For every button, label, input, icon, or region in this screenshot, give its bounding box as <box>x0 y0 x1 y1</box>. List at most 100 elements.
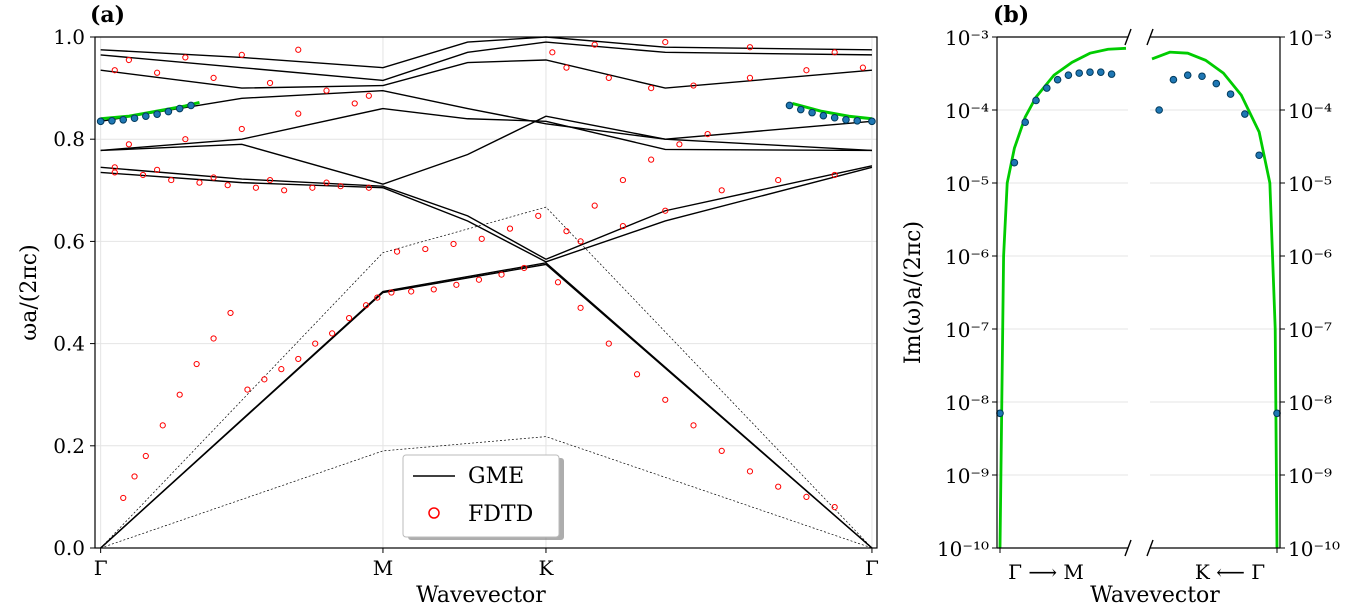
light-line <box>100 206 873 549</box>
mode-fdtd-point <box>819 111 828 120</box>
y-tick-label-left: 10⁻¹⁰ <box>937 537 989 561</box>
axis-break-mark <box>1146 28 1154 46</box>
fdtd-point-left <box>1064 71 1073 79</box>
y-tick-label-right: 10⁻⁴ <box>1288 99 1332 123</box>
fdtd-point <box>182 136 189 143</box>
fdtd-point <box>142 452 149 460</box>
fdtd-point <box>374 294 381 301</box>
mode-fdtd-point <box>808 108 816 117</box>
fdtd-point <box>690 422 697 429</box>
fdtd-point-left <box>1032 96 1040 105</box>
fdtd-point <box>210 74 217 81</box>
fdtd-point <box>266 176 274 184</box>
y-tick-label-right: 10⁻⁶ <box>1288 245 1332 269</box>
fdtd-point <box>252 184 260 191</box>
x-tick-label: M <box>373 556 393 580</box>
fdtd-point-left <box>1107 70 1116 78</box>
y-tick-label-right: 10⁻⁷ <box>1288 318 1332 342</box>
fdtd-point <box>619 222 627 230</box>
fdtd-point <box>345 314 353 322</box>
fdtd-point <box>131 473 138 480</box>
fdtd-point <box>182 54 189 61</box>
y-tick-label: 0.8 <box>53 127 85 151</box>
mode-fdtd-point <box>96 117 105 126</box>
fdtd-point <box>591 202 598 209</box>
axis-break-mark <box>1124 28 1132 46</box>
gme-band <box>100 59 873 89</box>
fdtd-point <box>746 468 754 475</box>
gme-band <box>100 166 873 263</box>
fdtd-point <box>210 335 217 342</box>
fdtd-point <box>554 279 562 286</box>
mode-fdtd-point <box>187 101 195 110</box>
fdtd-point <box>633 371 641 378</box>
y-tick-label-left: 10⁻⁵ <box>945 172 989 196</box>
mode-fdtd-point <box>130 114 139 123</box>
fdtd-point-right <box>1212 79 1221 88</box>
fdtd-point-right <box>1155 106 1163 114</box>
plot-frame <box>94 36 878 549</box>
fdtd-point-left <box>1097 68 1105 76</box>
mode-fdtd-point <box>175 104 184 113</box>
fdtd-point <box>266 79 274 87</box>
fdtd-point <box>498 271 505 278</box>
mode-fdtd-point <box>796 105 805 114</box>
fdtd-point <box>746 44 754 51</box>
fdtd-point <box>309 184 316 191</box>
x-tick-label: Γ <box>865 556 879 580</box>
fdtd-point <box>746 74 754 81</box>
x-tick-label-right: K ⟵ Γ <box>1195 560 1265 584</box>
fdtd-point <box>803 67 810 74</box>
y-axis-label: Im(ω)a/(2πc) <box>901 221 926 364</box>
fdtd-point <box>168 176 175 184</box>
mode-fdtd-point <box>842 115 850 124</box>
y-tick-label: 0.0 <box>53 536 85 560</box>
fdtd-point <box>478 235 485 242</box>
fdtd-point <box>718 447 725 455</box>
y-tick-label-left: 10⁻⁹ <box>945 464 989 488</box>
fdtd-point <box>690 82 697 89</box>
fdtd-point-left <box>1010 158 1019 167</box>
panel-a: 0.0 0.2 0.4 0.6 0.8 1.0 Γ M K Γ Wavevector ωa/(2πc)… <box>17 2 879 606</box>
fdtd-point <box>591 41 598 48</box>
gme-band <box>100 41 872 82</box>
y-tick-label-left: 10⁻⁶ <box>945 245 989 269</box>
fdtd-point <box>238 125 245 133</box>
fdtd-point-right <box>1255 151 1263 160</box>
fdtd-point <box>323 87 330 94</box>
gme-band <box>100 36 872 69</box>
fdtd-point <box>362 302 370 309</box>
x-axis-label: Wavevector <box>1090 583 1220 606</box>
mode-fdtd-point <box>153 110 161 118</box>
fdtd-point <box>329 330 336 337</box>
fdtd-point <box>577 304 584 311</box>
fdtd-point <box>351 100 358 107</box>
fdtd-point <box>605 74 612 81</box>
fdtd-point <box>662 396 669 403</box>
y-tick-label-left: 10⁻⁴ <box>945 99 989 123</box>
fdtd-point <box>125 141 132 148</box>
fdtd-point <box>227 309 234 317</box>
y-axis-label: ωa/(2πc) <box>17 244 42 340</box>
mode-fdtd-point <box>164 107 173 116</box>
fdtd-point <box>193 360 200 368</box>
fdtd-point <box>261 376 268 383</box>
mode-fdtd-point <box>119 115 128 124</box>
fdtd-point <box>388 289 395 296</box>
gme-band <box>100 262 873 549</box>
fdtd-point <box>111 67 118 74</box>
mode-fdtd-point <box>830 113 839 122</box>
fdtd-point-left <box>996 409 1004 418</box>
fdtd-point <box>295 110 302 117</box>
y-tick-label-right: 10⁻⁹ <box>1288 464 1332 488</box>
axis-break-mark <box>1124 539 1132 557</box>
fdtd-point-left <box>1075 69 1083 77</box>
mode-fdtd-point <box>853 117 862 125</box>
legend-fdtd-swatch <box>428 507 440 519</box>
fdtd-point-left <box>1021 118 1029 127</box>
fdtd-point <box>563 228 570 235</box>
light-line <box>100 436 873 549</box>
fdtd-point <box>244 386 251 393</box>
fdtd-point <box>139 171 147 179</box>
fdtd-point <box>323 179 330 186</box>
